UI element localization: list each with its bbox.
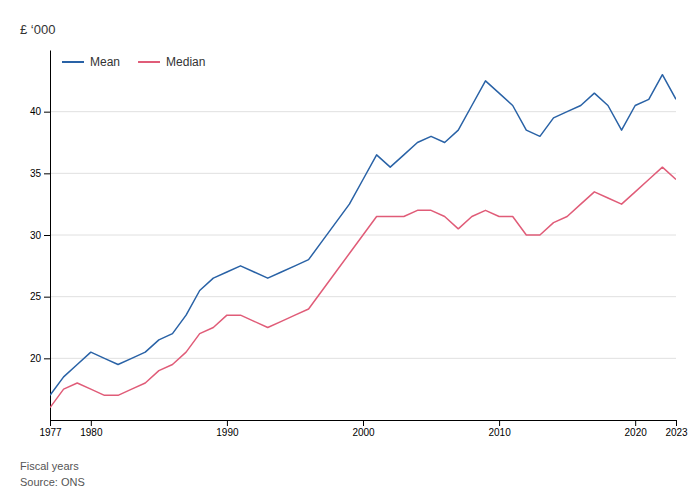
x-tick: 2000	[352, 420, 375, 438]
x-tick: 2010	[488, 420, 511, 438]
y-tick-mark	[44, 235, 50, 236]
y-tick: 30	[30, 230, 50, 241]
x-tick-label: 2020	[625, 427, 648, 438]
x-tick-mark	[91, 420, 92, 426]
x-tick: 2023	[665, 420, 688, 438]
x-tick-mark	[363, 420, 364, 426]
x-tick-label: 2023	[665, 427, 688, 438]
y-tick-label: 35	[30, 168, 42, 179]
plot-area	[50, 75, 676, 408]
y-tick-mark	[44, 358, 50, 359]
series-line	[50, 167, 676, 407]
x-tick-label: 2010	[488, 427, 511, 438]
legend: Mean Median	[62, 55, 205, 69]
x-tick-label: 2000	[352, 427, 375, 438]
y-tick: 20	[30, 353, 50, 364]
y-tick: 40	[30, 106, 50, 117]
grid-line	[50, 111, 676, 112]
legend-item: Mean	[62, 55, 120, 69]
x-tick-mark	[227, 420, 228, 426]
x-tick-mark	[50, 420, 51, 426]
y-tick-mark	[44, 297, 50, 298]
y-tick: 35	[30, 168, 50, 179]
annotation: Fiscal years	[20, 460, 79, 472]
x-tick-mark	[676, 420, 677, 426]
x-tick-mark	[635, 420, 636, 426]
x-tick-label: 1980	[80, 427, 103, 438]
x-tick: 1990	[216, 420, 239, 438]
x-tick-label: 1977	[39, 427, 62, 438]
chart: 1977 1980 1990 2000 2010 2020 2023 20 25 30 35 40 Me…	[0, 0, 700, 500]
grid-line	[50, 296, 676, 297]
legend-label: Mean	[90, 55, 120, 69]
x-tick: 1980	[80, 420, 103, 438]
y-axis-line	[50, 51, 51, 421]
y-axis-title: £ ‘000	[20, 22, 55, 37]
y-tick-mark	[44, 112, 50, 113]
y-tick-label: 20	[30, 353, 42, 364]
x-tick-label: 1990	[216, 427, 239, 438]
x-axis: 1977 1980 1990 2000 2010 2020 2023	[39, 420, 688, 438]
legend-swatch	[62, 61, 84, 63]
x-tick: 1977	[39, 420, 62, 438]
legend-label: Median	[166, 55, 205, 69]
annotation: Source: ONS	[20, 476, 85, 488]
grid-line	[50, 173, 676, 174]
y-tick-mark	[44, 173, 50, 174]
x-tick-mark	[499, 420, 500, 426]
x-tick: 2020	[625, 420, 648, 438]
legend-swatch	[138, 61, 160, 63]
legend-item: Median	[138, 55, 205, 69]
y-tick: 25	[30, 291, 50, 302]
y-tick-label: 30	[30, 230, 42, 241]
y-axis: 20 25 30 35 40	[30, 51, 51, 421]
y-tick-label: 40	[30, 106, 42, 117]
y-tick-label: 25	[30, 291, 42, 302]
grid-line	[50, 358, 676, 359]
